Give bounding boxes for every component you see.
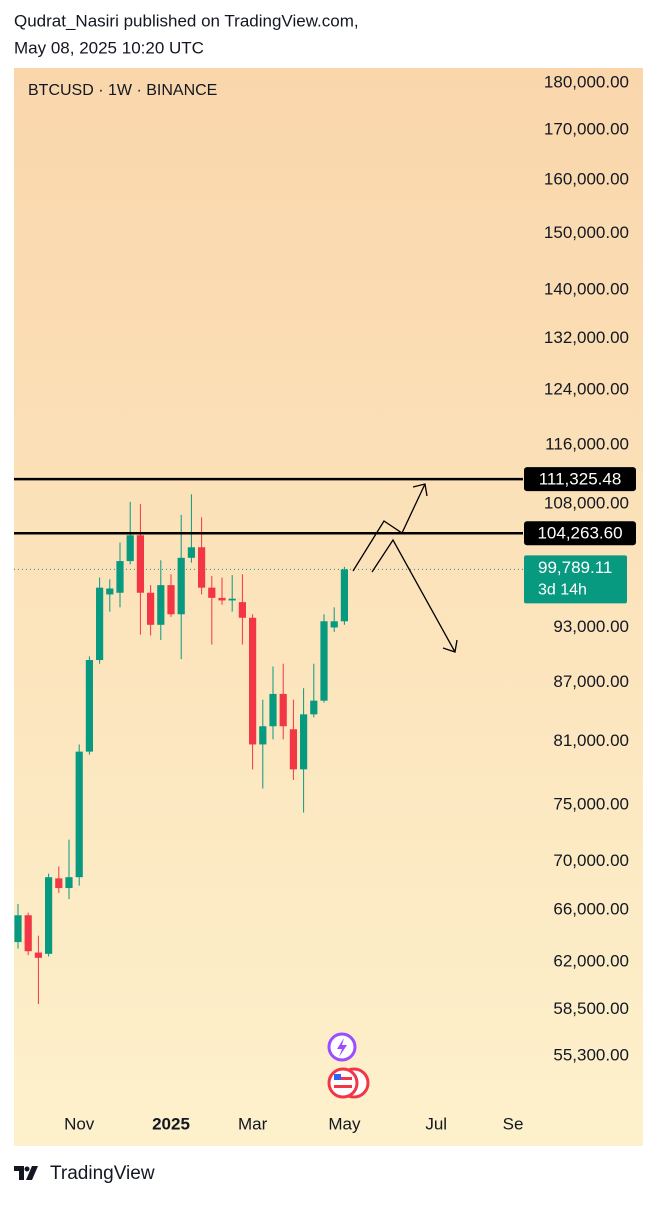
candle-body bbox=[75, 751, 83, 878]
y-tick-label: 150,000.00 bbox=[544, 223, 629, 242]
price-tag-label: 111,325.48 bbox=[539, 470, 622, 489]
candle-body bbox=[34, 952, 42, 958]
y-tick-label: 87,000.00 bbox=[553, 672, 629, 691]
candle-body bbox=[14, 915, 22, 943]
drawing-arrows bbox=[352, 483, 458, 653]
logo-dot bbox=[24, 1166, 30, 1172]
candle-body bbox=[96, 587, 104, 661]
down-arrow-head bbox=[442, 639, 458, 653]
y-tick-label: 81,000.00 bbox=[553, 731, 629, 750]
y-tick-label: 116,000.00 bbox=[545, 435, 629, 454]
icon-stripe bbox=[334, 1077, 352, 1080]
price-tag-label: 104,263.60 bbox=[537, 524, 622, 543]
candle-body bbox=[300, 714, 308, 770]
x-tick-label: May bbox=[328, 1114, 361, 1133]
down-arrow bbox=[371, 538, 456, 653]
y-tick-label: 58,500.00 bbox=[553, 999, 629, 1018]
last-price-tag bbox=[524, 555, 627, 604]
x-tick-label: 2025 bbox=[152, 1114, 190, 1133]
icon-bolt bbox=[337, 1038, 347, 1057]
candle-body bbox=[24, 915, 32, 952]
candle-body bbox=[269, 693, 277, 727]
candle-body bbox=[310, 700, 318, 715]
x-tick-label: Mar bbox=[238, 1114, 268, 1133]
y-tick-label: 66,000.00 bbox=[553, 900, 629, 919]
y-tick-label: 93,000.00 bbox=[553, 617, 629, 636]
x-tick-label: Nov bbox=[64, 1114, 95, 1133]
candle-body bbox=[238, 602, 246, 618]
candle-body bbox=[187, 547, 195, 558]
y-tick-label: 160,000.00 bbox=[544, 170, 629, 189]
candle-body bbox=[116, 561, 124, 593]
icon-canton bbox=[334, 1074, 341, 1080]
candle-body bbox=[289, 729, 297, 770]
y-tick-label: 62,000.00 bbox=[553, 951, 629, 970]
candle-body bbox=[259, 726, 267, 745]
y-tick-label: 180,000.00 bbox=[544, 72, 629, 91]
candle-body bbox=[147, 592, 155, 625]
price-tag bbox=[524, 521, 636, 546]
y-tick-label: 55,300.00 bbox=[553, 1046, 629, 1065]
candle-body bbox=[320, 621, 328, 701]
countdown-label: 3d 14h bbox=[538, 582, 587, 599]
overlay: 180,000.00 170,000.00 160,000.00 150,000.00… bbox=[14, 72, 636, 1065]
candle-body bbox=[208, 587, 216, 598]
candle-body bbox=[65, 877, 73, 889]
event-icons bbox=[327, 1032, 370, 1099]
up-arrow-head bbox=[412, 483, 428, 497]
candle-body bbox=[167, 585, 175, 615]
candle-body bbox=[330, 621, 338, 628]
candle-body bbox=[177, 557, 185, 615]
candle-body bbox=[45, 877, 53, 954]
candle-body bbox=[136, 535, 144, 593]
y-tick-label: 124,000.00 bbox=[544, 380, 629, 399]
candle-body bbox=[106, 588, 114, 595]
candle-body bbox=[157, 585, 165, 625]
candle-body bbox=[340, 569, 348, 622]
price-tag bbox=[524, 467, 636, 492]
y-tick-label: 70,000.00 bbox=[553, 851, 629, 870]
icon-flag bbox=[327, 1067, 359, 1099]
footer-logo bbox=[14, 1166, 38, 1180]
candle-body bbox=[228, 598, 236, 601]
x-tick-label: Sep bbox=[503, 1114, 533, 1133]
icon-stripe bbox=[334, 1085, 352, 1088]
plot-area bbox=[14, 494, 523, 1005]
date-line: May 08, 2025 10:20 UTC bbox=[14, 38, 204, 57]
chart-title: BTCUSD · 1W · BINANCE bbox=[28, 82, 217, 99]
y-tick-label: 75,000.00 bbox=[553, 794, 629, 813]
y-tick-label: 140,000.00 bbox=[544, 280, 629, 299]
up-arrow bbox=[352, 483, 426, 572]
last-price-label: 99,789.11 bbox=[538, 558, 612, 577]
candle-body bbox=[218, 597, 226, 601]
candle-body bbox=[198, 547, 206, 588]
candle-body bbox=[126, 535, 134, 562]
chart-panel bbox=[14, 68, 643, 1146]
candle-body bbox=[249, 617, 257, 745]
x-axis: Nov 2025 Mar May Jul Sep bbox=[64, 1114, 533, 1133]
x-tick-label: Jul bbox=[425, 1114, 447, 1133]
candle-body bbox=[55, 878, 63, 889]
brand: TradingView bbox=[50, 1163, 155, 1184]
y-tick-label: 132,000.00 bbox=[544, 328, 629, 347]
candle-body bbox=[279, 693, 287, 727]
y-tick-label: 108,000.00 bbox=[544, 494, 629, 513]
author-line: Qudrat_Nasiri published on TradingView.c… bbox=[14, 11, 359, 30]
y-tick-label: 170,000.00 bbox=[544, 120, 629, 139]
logo-mark bbox=[14, 1166, 38, 1180]
candle-body bbox=[85, 660, 93, 752]
